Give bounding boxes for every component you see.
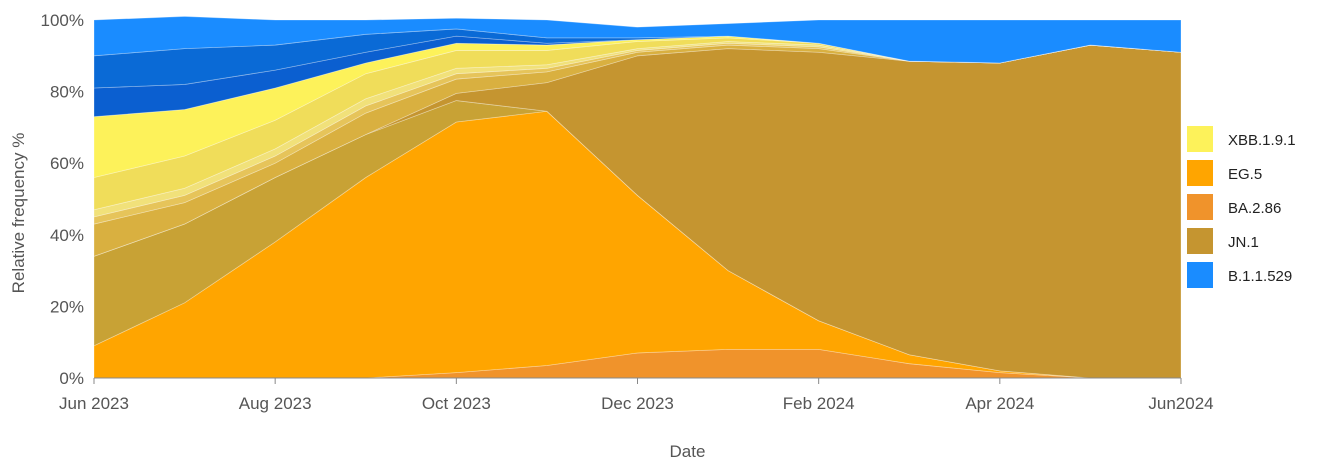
legend-label: XBB.1.9.1 bbox=[1228, 132, 1296, 149]
area-b-1-1-529 bbox=[93, 16, 1182, 64]
y-tick-label: 60% bbox=[50, 154, 84, 173]
y-tick-label: 80% bbox=[50, 83, 84, 102]
y-tick-label: 20% bbox=[50, 297, 84, 316]
y-axis-title: Relative frequency % bbox=[9, 133, 28, 294]
legend-label: JN.1 bbox=[1228, 234, 1259, 251]
x-tick-label: Apr 2024 bbox=[965, 394, 1034, 413]
x-tick-label: Aug 2023 bbox=[239, 394, 312, 413]
y-tick-label: 0% bbox=[59, 369, 84, 388]
x-tick-label: Oct 2023 bbox=[422, 394, 491, 413]
legend-item-xbb-1-9-1: XBB.1.9.1 bbox=[1187, 126, 1296, 152]
x-axis-title: Date bbox=[670, 442, 706, 461]
x-tick-label: Feb 2024 bbox=[783, 394, 855, 413]
stacked-areas bbox=[93, 16, 1182, 379]
legend-item-jn-1: JN.1 bbox=[1187, 228, 1259, 254]
legend-swatch bbox=[1187, 262, 1213, 288]
legend-swatch bbox=[1187, 126, 1213, 152]
legend: XBB.1.9.1 EG.5 BA.2.86 JN.1 B.1.1.529 bbox=[1187, 126, 1296, 288]
x-tick-label: Jun2024 bbox=[1148, 394, 1213, 413]
legend-item-eg-5: EG.5 bbox=[1187, 160, 1262, 186]
legend-swatch bbox=[1187, 228, 1213, 254]
legend-label: EG.5 bbox=[1228, 166, 1262, 183]
legend-item-b-1-1-529: B.1.1.529 bbox=[1187, 262, 1292, 288]
legend-label: B.1.1.529 bbox=[1228, 268, 1292, 285]
legend-swatch bbox=[1187, 160, 1213, 186]
y-axis: 0% 20% 40% 60% 80% 100% bbox=[41, 11, 84, 388]
legend-swatch bbox=[1187, 194, 1213, 220]
x-tick-label: Jun 2023 bbox=[59, 394, 129, 413]
y-tick-label: 100% bbox=[41, 11, 84, 30]
x-tick-label: Dec 2023 bbox=[601, 394, 674, 413]
legend-item-ba-2-86: BA.2.86 bbox=[1187, 194, 1281, 220]
x-axis: Jun 2023 Aug 2023 Oct 2023 Dec 2023 Feb 2024… bbox=[59, 378, 1214, 413]
y-tick-label: 40% bbox=[50, 226, 84, 245]
legend-label: BA.2.86 bbox=[1228, 200, 1281, 217]
